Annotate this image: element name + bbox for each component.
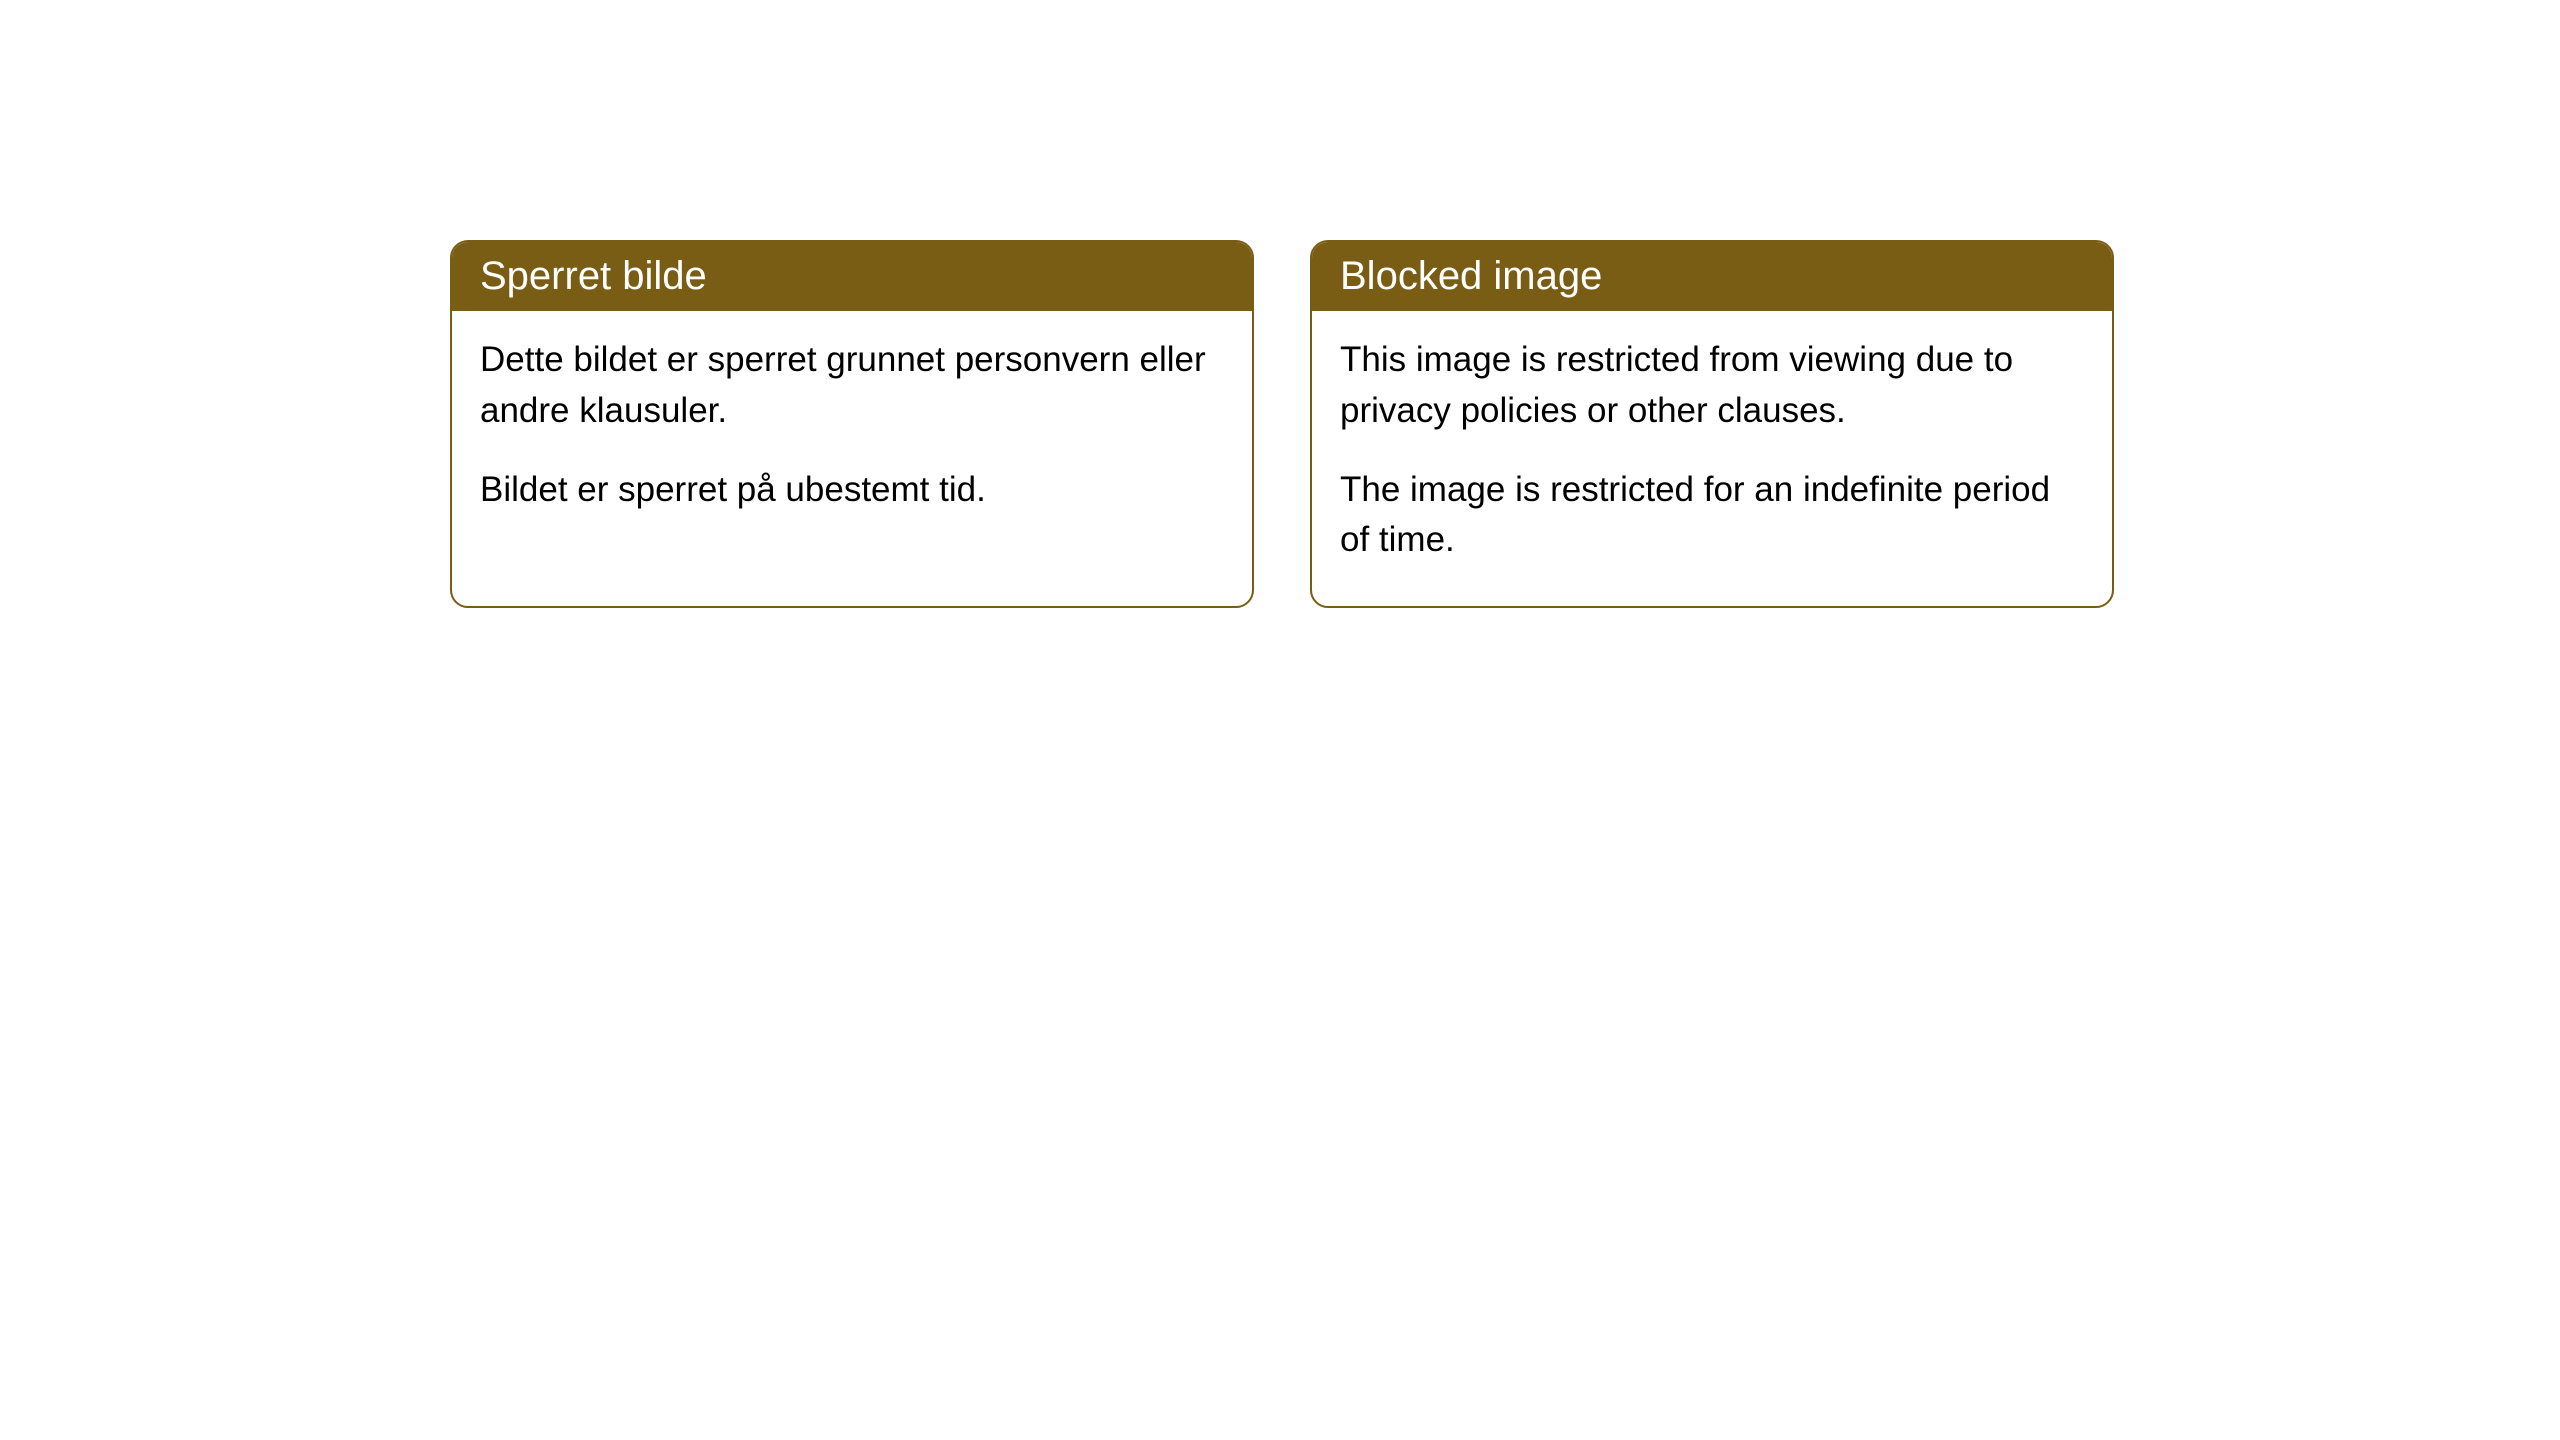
card-paragraph: Bildet er sperret på ubestemt tid.: [480, 465, 1224, 516]
card-paragraph: The image is restricted for an indefinit…: [1340, 465, 2084, 567]
card-title: Sperret bilde: [480, 254, 707, 298]
card-body: Dette bildet er sperret grunnet personve…: [452, 311, 1252, 555]
notice-card-english: Blocked image This image is restricted f…: [1310, 240, 2114, 608]
card-paragraph: This image is restricted from viewing du…: [1340, 335, 2084, 437]
card-paragraph: Dette bildet er sperret grunnet personve…: [480, 335, 1224, 437]
notice-cards-container: Sperret bilde Dette bildet er sperret gr…: [450, 240, 2114, 608]
card-title: Blocked image: [1340, 254, 1602, 298]
card-header: Sperret bilde: [452, 242, 1252, 311]
card-header: Blocked image: [1312, 242, 2112, 311]
notice-card-norwegian: Sperret bilde Dette bildet er sperret gr…: [450, 240, 1254, 608]
card-body: This image is restricted from viewing du…: [1312, 311, 2112, 606]
